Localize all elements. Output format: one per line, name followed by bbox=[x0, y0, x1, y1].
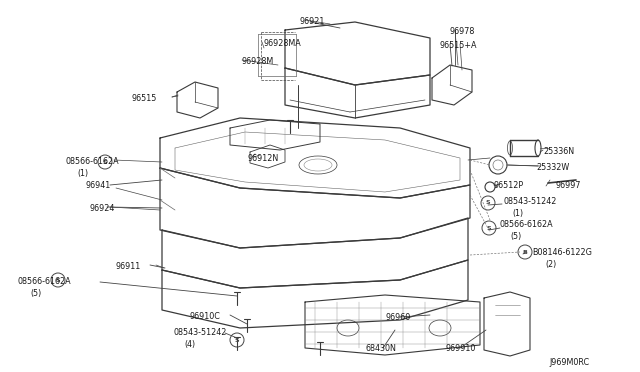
Text: 96928MA: 96928MA bbox=[263, 39, 301, 48]
Text: 25332W: 25332W bbox=[536, 163, 569, 172]
Text: (1): (1) bbox=[512, 209, 523, 218]
Circle shape bbox=[482, 221, 496, 235]
Text: 96997: 96997 bbox=[556, 181, 582, 190]
Text: 96924: 96924 bbox=[90, 204, 115, 213]
Circle shape bbox=[518, 245, 532, 259]
Text: 96910C: 96910C bbox=[190, 312, 221, 321]
Text: S: S bbox=[56, 278, 60, 282]
Text: J969M0RC: J969M0RC bbox=[550, 358, 590, 367]
Circle shape bbox=[481, 196, 495, 210]
Text: 96960: 96960 bbox=[386, 313, 412, 322]
Circle shape bbox=[51, 273, 65, 287]
Text: S: S bbox=[235, 337, 239, 343]
Text: 96928M: 96928M bbox=[242, 57, 275, 66]
Text: (2): (2) bbox=[545, 260, 556, 269]
Text: B08146-6122G: B08146-6122G bbox=[532, 248, 592, 257]
Text: (5): (5) bbox=[30, 289, 41, 298]
Text: S: S bbox=[486, 225, 492, 231]
Text: 08566-6162A: 08566-6162A bbox=[500, 220, 554, 229]
Text: (1): (1) bbox=[77, 169, 88, 178]
Text: (5): (5) bbox=[510, 232, 521, 241]
Circle shape bbox=[230, 333, 244, 347]
Circle shape bbox=[98, 155, 112, 169]
Text: 96912N: 96912N bbox=[248, 154, 279, 163]
Text: 96512P: 96512P bbox=[493, 181, 523, 190]
Text: B: B bbox=[523, 250, 527, 254]
Text: 96978: 96978 bbox=[449, 27, 474, 36]
Text: 08566-6162A: 08566-6162A bbox=[18, 277, 72, 286]
Text: 96515+A: 96515+A bbox=[440, 41, 477, 50]
Text: S: S bbox=[102, 160, 108, 164]
Text: S: S bbox=[486, 201, 490, 205]
Text: 96515: 96515 bbox=[131, 94, 156, 103]
Text: 08566-6162A: 08566-6162A bbox=[66, 157, 120, 166]
Text: 96941: 96941 bbox=[86, 181, 111, 190]
Text: (4): (4) bbox=[184, 340, 195, 349]
Text: 969910: 969910 bbox=[446, 344, 476, 353]
Text: 08543-51242: 08543-51242 bbox=[503, 197, 556, 206]
Text: 25336N: 25336N bbox=[543, 147, 574, 156]
Text: 68430N: 68430N bbox=[366, 344, 397, 353]
Text: 96911: 96911 bbox=[115, 262, 140, 271]
Text: 96921: 96921 bbox=[300, 17, 325, 26]
Text: 08543-51242: 08543-51242 bbox=[173, 328, 227, 337]
